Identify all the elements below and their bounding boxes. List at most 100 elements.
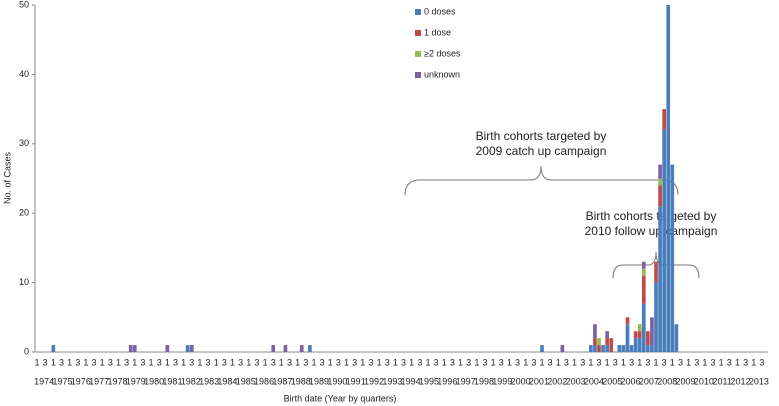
x-tick-label: 1 (328, 357, 333, 367)
x-group-label: 2006 (621, 376, 641, 386)
x-tick-label: 1 (621, 357, 626, 367)
x-tick-label: 1 (149, 357, 154, 367)
bar-segment (674, 324, 679, 352)
bar-segment (646, 345, 650, 352)
x-tick-label: 1 (181, 357, 186, 367)
bar-segment (540, 345, 544, 352)
x-tick-label: 1 (246, 357, 251, 367)
x-tick-label: 1 (132, 357, 137, 367)
legend-swatch (415, 30, 421, 36)
bar-segment (637, 324, 642, 332)
x-tick-label: 1 (295, 357, 300, 367)
x-group-label: 1983 (199, 376, 219, 386)
bar-segment (641, 261, 646, 269)
x-tick-label: 1 (197, 357, 202, 367)
x-group-label: 1977 (89, 376, 109, 386)
x-tick-label: 3 (173, 357, 178, 367)
x-tick-label: 1 (670, 357, 675, 367)
bar-segment (605, 345, 609, 352)
bar-segment (641, 268, 646, 276)
x-group-label: 2001 (529, 376, 549, 386)
bar-segment (654, 282, 658, 352)
bar-segment (593, 338, 597, 346)
x-tick-label: 1 (116, 357, 121, 367)
bar-segment (666, 5, 671, 352)
x-tick-label: 1 (360, 357, 365, 367)
annotation: 2009 catch up campaign (476, 144, 607, 158)
bar-segment (662, 129, 666, 352)
x-group-label: 1993 (382, 376, 402, 386)
bar-segment (128, 345, 133, 352)
bar-segment (637, 338, 642, 352)
x-tick-label: 1 (719, 357, 724, 367)
y-axis-label: No. of Cases (2, 151, 12, 204)
x-group-label: 2000 (511, 376, 531, 386)
x-tick-label: 3 (287, 357, 292, 367)
x-tick-label: 1 (35, 357, 40, 367)
x-group-label: 1996 (437, 376, 457, 386)
x-tick-label: 1 (523, 357, 528, 367)
bar-segment (597, 345, 601, 352)
bar-segment (641, 303, 646, 352)
x-group-label: 1997 (456, 376, 476, 386)
bar-segment (189, 345, 194, 352)
x-tick-label: 3 (466, 357, 471, 367)
bar-segment (132, 345, 137, 352)
x-group-label: 1990 (327, 376, 347, 386)
x-tick-label: 3 (271, 357, 276, 367)
x-tick-label: 3 (613, 357, 618, 367)
bracket (404, 165, 679, 196)
x-tick-label: 1 (409, 357, 414, 367)
x-group-label: 1981 (162, 376, 182, 386)
x-group-label: 2003 (566, 376, 586, 386)
x-group-label: 1992 (364, 376, 384, 386)
x-tick-label: 3 (401, 357, 406, 367)
y-tick-label: 40 (19, 69, 29, 79)
bar-segment (625, 317, 630, 325)
x-tick-label: 3 (596, 357, 601, 367)
x-tick-label: 3 (417, 357, 422, 367)
bar-segment (670, 164, 675, 352)
bar-segment (51, 345, 56, 352)
x-tick-label: 3 (368, 357, 373, 367)
x-group-label: 1987 (272, 376, 292, 386)
x-tick-label: 3 (336, 357, 341, 367)
legend-swatch (415, 72, 421, 78)
bar-segment (593, 345, 597, 352)
x-tick-label: 3 (222, 357, 227, 367)
x-tick-label: 3 (108, 357, 113, 367)
x-group-label: 1989 (309, 376, 329, 386)
x-tick-label: 1 (507, 357, 512, 367)
legend-swatch (415, 9, 421, 15)
x-group-label: 2012 (730, 376, 750, 386)
y-tick-label: 20 (19, 208, 29, 218)
x-group-label: 2002 (547, 376, 567, 386)
y-tick-label: 50 (19, 0, 29, 9)
x-tick-label: 1 (605, 357, 610, 367)
legend-label: 0 doses (424, 6, 456, 16)
y-tick-label: 10 (19, 277, 29, 287)
x-tick-label: 3 (206, 357, 211, 367)
bar-segment (605, 331, 609, 339)
bar-segment (560, 345, 565, 352)
x-tick-label: 3 (482, 357, 487, 367)
bar-segment (658, 185, 662, 207)
bar-segment (658, 164, 662, 179)
x-tick-label: 1 (311, 357, 316, 367)
bar-segment (299, 345, 304, 352)
x-tick-label: 1 (100, 357, 105, 367)
x-tick-label: 1 (230, 357, 235, 367)
legend-label: 1 dose (424, 27, 451, 37)
bar-segment (658, 178, 662, 186)
legend-swatch (415, 51, 421, 57)
x-group-label: 2004 (584, 376, 604, 386)
bar-segment (185, 345, 190, 352)
annotation: Birth cohorts targeted by (586, 209, 717, 223)
legend-label: unknown (424, 69, 460, 79)
x-tick-label: 3 (303, 357, 308, 367)
x-tick-label: 3 (254, 357, 259, 367)
bar-segment (609, 338, 614, 352)
bar-segment (650, 317, 654, 346)
x-tick-label: 3 (75, 357, 80, 367)
